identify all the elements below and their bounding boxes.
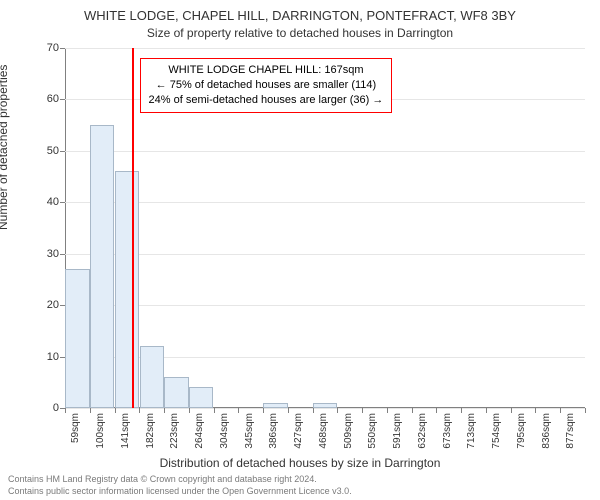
y-tick-label: 50 [29, 145, 59, 157]
bar [164, 377, 188, 408]
grid-line [65, 305, 585, 306]
x-tick-mark [288, 408, 289, 413]
x-tick-label: 632sqm [417, 413, 428, 449]
x-tick-mark [535, 408, 536, 413]
x-tick-mark [511, 408, 512, 413]
x-tick-label: 754sqm [491, 413, 502, 449]
bar [189, 387, 213, 408]
x-tick-label: 304sqm [219, 413, 230, 449]
x-tick-mark [214, 408, 215, 413]
grid-line [65, 151, 585, 152]
y-tick-label: 10 [29, 351, 59, 363]
info-box-line: WHITE LODGE CHAPEL HILL: 167sqm [149, 63, 384, 78]
info-box: WHITE LODGE CHAPEL HILL: 167sqm← 75% of … [140, 58, 393, 113]
y-tick-label: 40 [29, 196, 59, 208]
bar [115, 171, 139, 408]
x-tick-label: 836sqm [541, 413, 552, 449]
x-tick-label: 591sqm [392, 413, 403, 449]
x-tick-label: 59sqm [70, 413, 81, 443]
reference-line [132, 48, 134, 408]
x-tick-label: 509sqm [343, 413, 354, 449]
y-tick-label: 60 [29, 93, 59, 105]
info-box-line: 24% of semi-detached houses are larger (… [149, 93, 384, 108]
x-tick-label: 877sqm [565, 413, 576, 449]
bar [263, 403, 287, 408]
x-tick-mark [90, 408, 91, 413]
x-tick-mark [461, 408, 462, 413]
footer-line-1: Contains HM Land Registry data © Crown c… [8, 474, 317, 484]
x-tick-mark [313, 408, 314, 413]
bar [313, 403, 337, 408]
x-tick-label: 468sqm [318, 413, 329, 449]
x-tick-label: 182sqm [145, 413, 156, 449]
x-tick-mark [486, 408, 487, 413]
chart-title: WHITE LODGE, CHAPEL HILL, DARRINGTON, PO… [0, 8, 600, 23]
plot-area: 01020304050607059sqm100sqm141sqm182sqm22… [65, 48, 585, 408]
x-tick-mark [585, 408, 586, 413]
x-tick-label: 223sqm [169, 413, 180, 449]
bar [140, 346, 164, 408]
grid-line [65, 48, 585, 49]
x-tick-label: 100sqm [95, 413, 106, 449]
x-tick-mark [337, 408, 338, 413]
info-box-line: ← 75% of detached houses are smaller (11… [149, 78, 384, 93]
x-tick-mark [189, 408, 190, 413]
grid-line [65, 202, 585, 203]
x-tick-label: 345sqm [244, 413, 255, 449]
x-tick-mark [139, 408, 140, 413]
bar [90, 125, 114, 408]
y-tick-label: 0 [29, 402, 59, 414]
x-tick-mark [412, 408, 413, 413]
x-tick-label: 673sqm [442, 413, 453, 449]
y-tick-label: 70 [29, 42, 59, 54]
bar [65, 269, 89, 408]
y-tick-mark [60, 151, 65, 152]
x-tick-label: 141sqm [120, 413, 131, 449]
x-tick-mark [436, 408, 437, 413]
x-tick-mark [560, 408, 561, 413]
y-tick-mark [60, 48, 65, 49]
x-tick-label: 550sqm [367, 413, 378, 449]
y-tick-label: 30 [29, 248, 59, 260]
x-tick-mark [164, 408, 165, 413]
x-tick-mark [263, 408, 264, 413]
x-tick-mark [115, 408, 116, 413]
chart-subtitle: Size of property relative to detached ho… [0, 26, 600, 40]
y-tick-label: 20 [29, 299, 59, 311]
x-tick-label: 264sqm [194, 413, 205, 449]
x-tick-label: 713sqm [466, 413, 477, 449]
y-axis-label: Number of detached properties [0, 65, 10, 230]
chart-container: WHITE LODGE, CHAPEL HILL, DARRINGTON, PO… [0, 0, 600, 500]
grid-line [65, 254, 585, 255]
x-tick-mark [65, 408, 66, 413]
x-tick-label: 795sqm [516, 413, 527, 449]
x-axis-label: Distribution of detached houses by size … [0, 456, 600, 470]
grid-line [65, 408, 585, 409]
x-tick-label: 427sqm [293, 413, 304, 449]
y-tick-mark [60, 202, 65, 203]
x-tick-mark [387, 408, 388, 413]
x-tick-mark [362, 408, 363, 413]
x-tick-mark [238, 408, 239, 413]
x-tick-label: 386sqm [268, 413, 279, 449]
y-tick-mark [60, 254, 65, 255]
y-tick-mark [60, 99, 65, 100]
footer-line-2: Contains public sector information licen… [8, 486, 352, 496]
